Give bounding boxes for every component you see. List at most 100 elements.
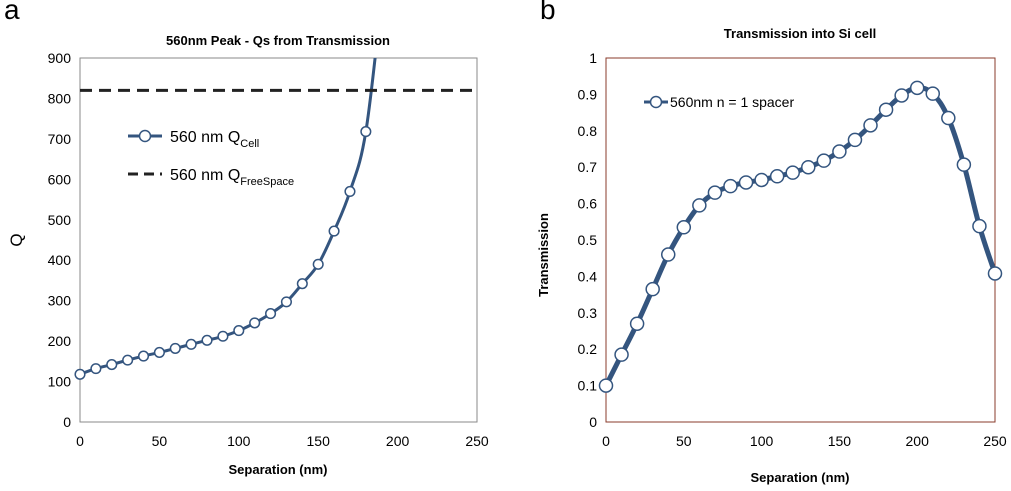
chart-a-x-tick-label: 200 — [386, 433, 410, 449]
chart-a-data-point — [312, 258, 324, 270]
chart-b-data-point — [707, 185, 723, 200]
chart-b-y-tick-label: 0.6 — [578, 196, 598, 212]
legend-b-label: 560nm n = 1 spacer — [670, 94, 794, 110]
legend-freespace-label: 560 nm Q — [170, 167, 240, 184]
chart-b-x-tick-label: 0 — [602, 433, 610, 449]
chart-b-y-tick-label: 0.2 — [578, 341, 598, 357]
panel-label-b: b — [540, 0, 556, 25]
chart-a-data-point — [360, 126, 372, 138]
chart-b-y-tick-label: 0.3 — [578, 305, 598, 321]
legend-freespace-text: 560 nm QFreeSpace — [170, 167, 294, 188]
chart-b-data-point — [660, 247, 676, 262]
chart-a-data-point — [233, 325, 245, 337]
chart-b-y-tick-label: 0.8 — [578, 123, 598, 139]
chart-b-x-tick-label: 150 — [828, 433, 852, 449]
chart-b-y-tick-label: 0.7 — [578, 159, 598, 175]
chart-a-data-point — [90, 363, 102, 375]
chart-b-data-point — [987, 266, 1003, 281]
chart-b-data-point — [972, 218, 987, 234]
chart-b-y-tick-label: 1 — [589, 50, 597, 66]
chart-a-data-point — [74, 368, 86, 380]
chart-a-data-point — [249, 317, 261, 329]
chart-b-y-ticks: 0 0.1 0.2 0.3 0.4 0.5 0.6 0.7 0.8 0.9 1 — [578, 50, 598, 430]
chart-a-legend: 560 nm QCell 560 nm QFreeSpace — [128, 129, 294, 188]
chart-a-x-tick-label: 0 — [76, 433, 84, 449]
chart-a-y-axis-label: Q — [7, 233, 26, 246]
legend-cell-marker-sample — [138, 129, 152, 143]
chart-a-data-point — [137, 350, 150, 362]
chart-a-data-point — [265, 308, 277, 320]
chart-b-data-point — [878, 102, 894, 117]
chart-b-data-point — [754, 172, 769, 188]
chart-a-y-tick-label: 700 — [48, 131, 72, 147]
chart-b-data-point — [909, 80, 925, 96]
chart-b-data-point — [769, 169, 785, 184]
chart-b-data-point — [723, 178, 738, 194]
chart-b-data-point — [956, 157, 972, 172]
chart-b-y-tick-label: 0.1 — [578, 378, 598, 394]
chart-a-y-tick-label: 100 — [48, 374, 72, 390]
chart-b-data-point — [676, 220, 692, 235]
legend-cell-text: 560 nm QCell — [170, 129, 259, 150]
chart-a-x-ticks: 0 50 100 150 200 250 — [76, 433, 489, 449]
chart-b-data-point — [738, 175, 754, 190]
chart-b-data-point — [941, 110, 956, 126]
chart-b-y-axis-label: Transmission — [536, 213, 551, 297]
chart-a-title: 560nm Peak - Qs from Transmission — [166, 33, 390, 48]
chart-b-x-ticks: 0 50 100 150 200 250 — [602, 433, 1007, 449]
chart-a-y-tick-label: 800 — [48, 90, 72, 106]
chart-b-data-point — [785, 165, 800, 180]
chart-a-y-tick-label: 600 — [48, 171, 72, 187]
chart-a-y-tick-label: 0 — [63, 414, 71, 430]
chart-a: 560nm Peak - Qs from Transmission 0 100 20… — [7, 33, 489, 477]
chart-b-data-point — [847, 132, 863, 148]
chart-a-data-point — [328, 225, 340, 237]
chart-b-plot-frame — [605, 57, 996, 423]
legend-cell-subscript: Cell — [240, 138, 259, 150]
chart-a-data-point — [296, 278, 308, 290]
chart-b-data-point — [925, 86, 941, 101]
chart-a-x-axis-label: Separation (nm) — [229, 462, 328, 477]
chart-b-data-point — [645, 281, 660, 297]
chart-b-data-point — [832, 144, 847, 159]
chart-b-data-point — [614, 347, 629, 362]
legend-cell-label: 560 nm Q — [170, 129, 240, 146]
chart-b-legend: 560nm n = 1 spacer — [644, 94, 794, 110]
chart-b: Transmission into Si cell 00.10.20.30.40… — [536, 26, 1007, 485]
chart-a-y-tick-label: 200 — [48, 333, 72, 349]
chart-b-x-axis-label: Separation (nm) — [751, 470, 850, 485]
chart-a-plot-frame — [79, 57, 478, 423]
chart-a-data-point — [344, 185, 356, 198]
chart-b-y-tick-label: 0 — [589, 414, 597, 430]
chart-a-y-tick-label: 300 — [48, 293, 72, 309]
chart-b-x-tick-label: 50 — [676, 433, 692, 449]
chart-a-y-ticks: 0 100 200 300 400 500 600 700 800 900 — [48, 50, 72, 430]
legend-b-marker-sample — [649, 95, 663, 109]
legend-freespace-subscript: FreeSpace — [240, 176, 294, 188]
chart-a-x-tick-label: 100 — [227, 433, 251, 449]
chart-b-data-point — [894, 88, 909, 103]
chart-b-data-point — [801, 159, 816, 175]
chart-b-y-tick-label: 0.9 — [578, 86, 598, 102]
chart-a-y-tick-label: 400 — [48, 252, 72, 268]
chart-a-data-point — [153, 346, 165, 358]
chart-a-data-point — [122, 354, 134, 366]
chart-a-x-tick-label: 250 — [465, 433, 489, 449]
chart-b-data-point — [598, 378, 614, 393]
chart-b-y-tick-label: 0.5 — [578, 232, 598, 248]
chart-b-data-point — [816, 153, 832, 168]
chart-a-y-tick-label: 500 — [48, 212, 72, 228]
chart-a-data-point — [169, 342, 181, 354]
chart-b-data-point — [692, 198, 707, 213]
chart-a-data-point — [201, 334, 213, 346]
chart-a-x-tick-label: 150 — [307, 433, 331, 449]
chart-b-data-point — [863, 118, 878, 133]
chart-b-x-tick-label: 100 — [750, 433, 774, 449]
chart-b-data-point — [629, 316, 645, 331]
chart-b-title: Transmission into Si cell — [724, 26, 876, 41]
chart-a-data-point — [185, 338, 197, 350]
chart-a-data-point — [217, 330, 229, 342]
chart-a-y-tick-label: 900 — [48, 50, 72, 66]
chart-a-data-point — [280, 296, 292, 308]
